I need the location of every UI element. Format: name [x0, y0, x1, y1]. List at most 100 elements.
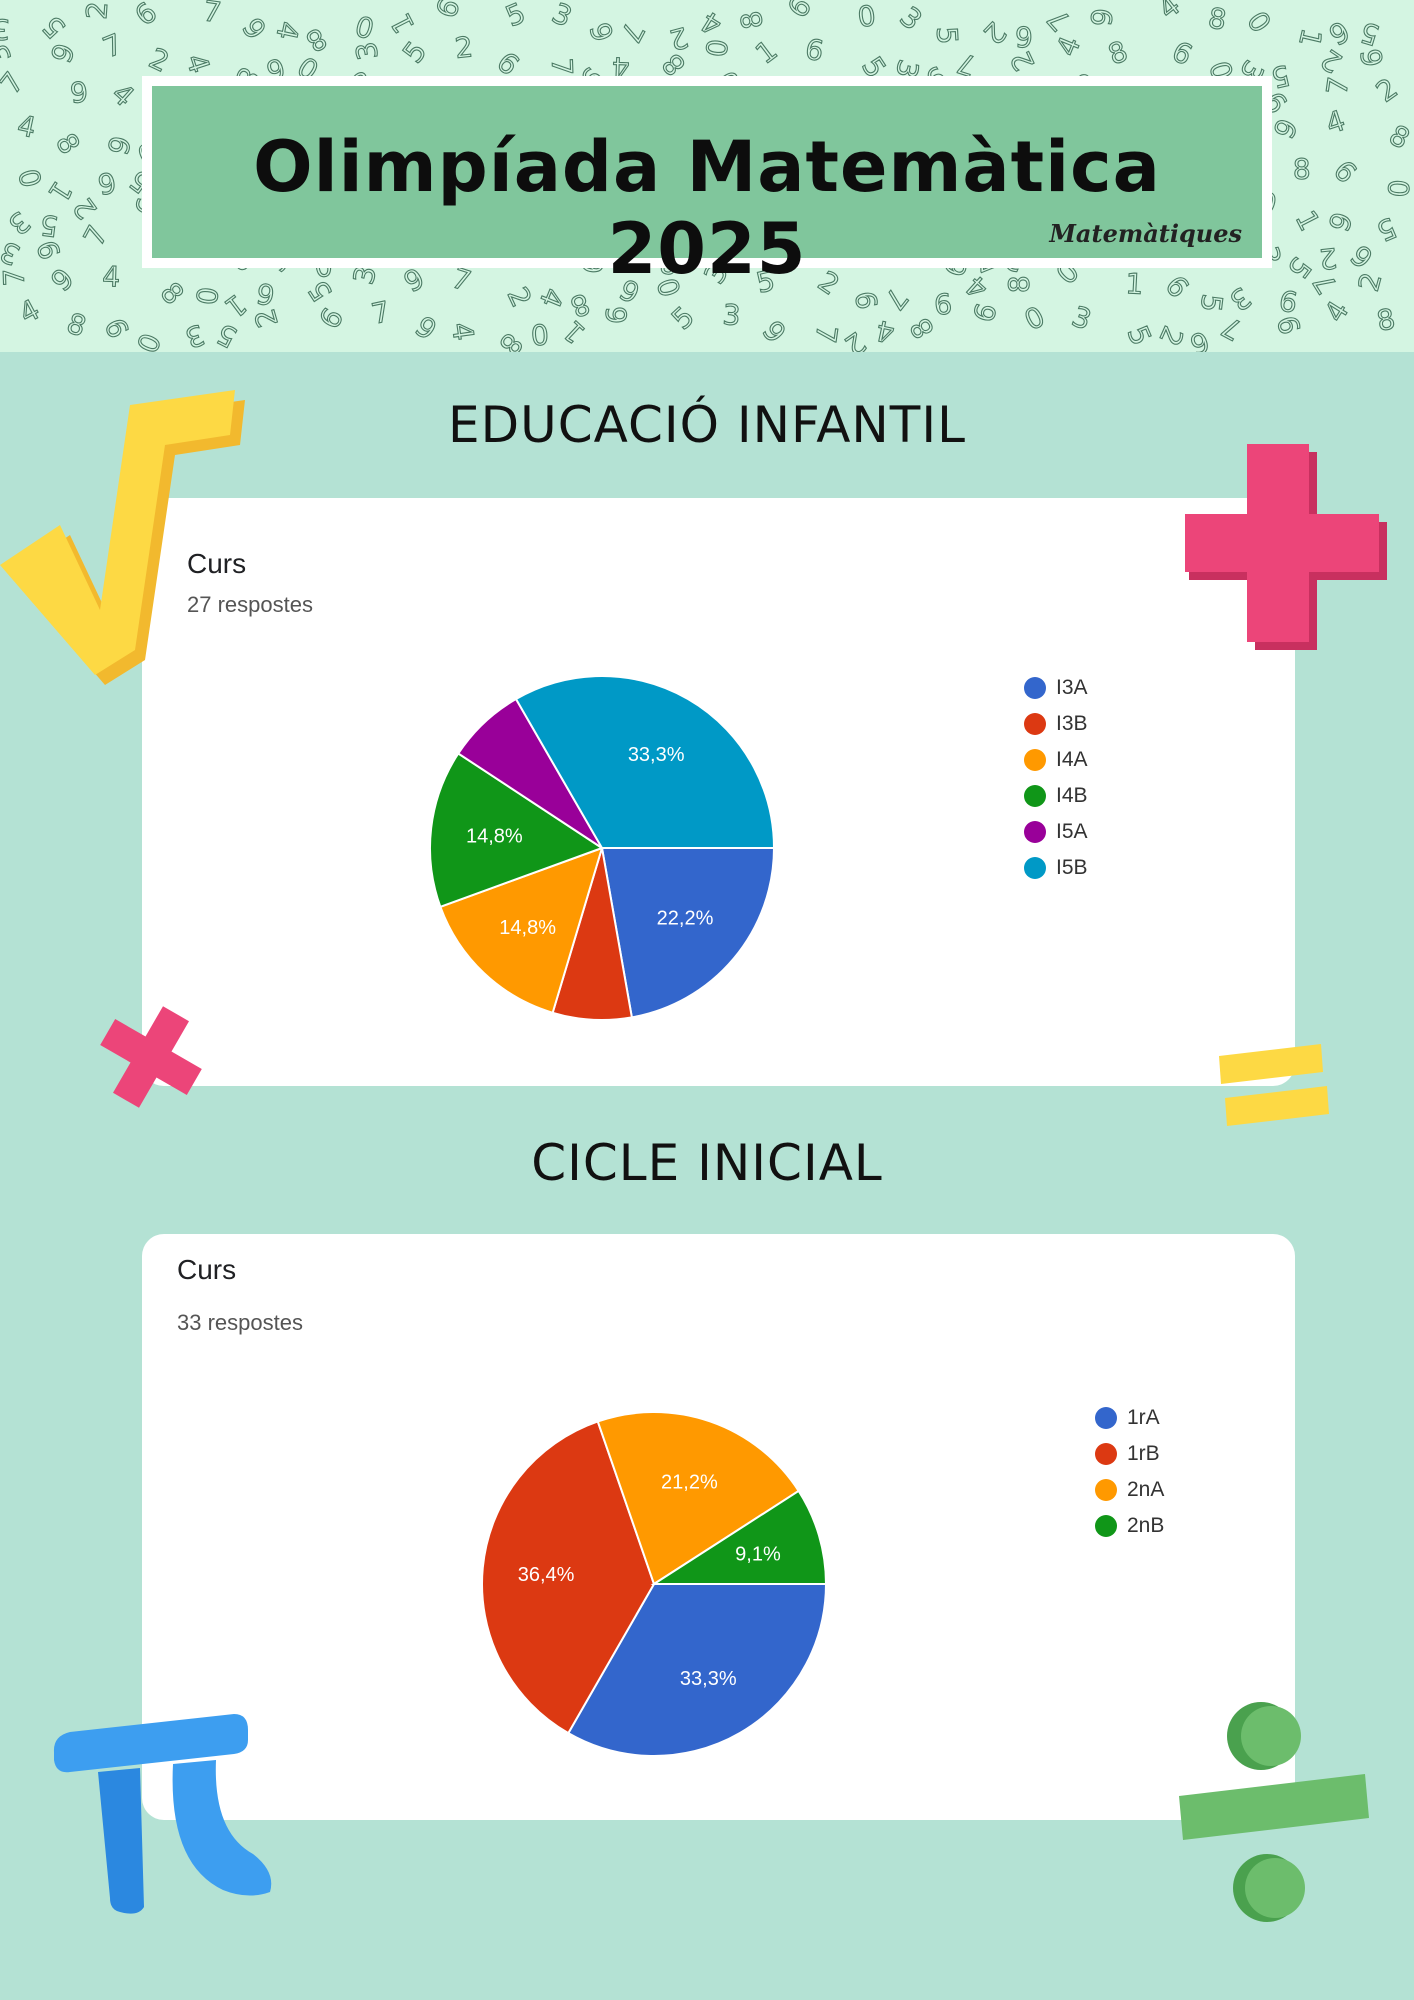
pattern-digit: 7: [98, 27, 127, 64]
pattern-digit: 9: [1267, 114, 1304, 144]
pattern-digit: 6: [430, 0, 467, 22]
legend-item: I5A: [1024, 814, 1088, 850]
pattern-digit: 4: [105, 77, 140, 113]
pattern-digit: 0: [189, 285, 224, 306]
pi-icon: [53, 1714, 272, 1914]
legend-swatch: [1095, 1443, 1117, 1465]
pattern-digit: 8: [1003, 275, 1036, 293]
pattern-digit: 9: [1085, 7, 1119, 28]
pattern-digit: 2: [1370, 71, 1404, 108]
pattern-digit: 2: [80, 0, 114, 20]
pattern-digit: 0: [856, 0, 878, 34]
legend-swatch: [1095, 1407, 1117, 1429]
page-title: Olimpíada Matemàtica 2025: [253, 126, 1161, 290]
pattern-digit: 8: [492, 327, 529, 352]
pattern-digit: 1: [1292, 25, 1328, 50]
pattern-digit: 6: [1321, 208, 1358, 236]
response-count: 33 respostes: [177, 1310, 303, 1335]
pattern-digit: 6: [1186, 324, 1214, 352]
pattern-digit: 6: [1015, 20, 1033, 53]
pattern-digit: 8: [49, 128, 86, 160]
pattern-digit: 8: [1104, 34, 1132, 71]
chart-legend-cicle-inicial: 1rA 1rB 2nA 2nB: [1095, 1400, 1164, 1544]
pattern-digit: 5: [1194, 292, 1229, 314]
pattern-digit: 8: [734, 8, 770, 32]
response-count: 27 respostes: [187, 592, 313, 617]
pattern-digit: 3: [722, 298, 742, 332]
legend-label: I5A: [1056, 820, 1088, 843]
title-banner: Olimpíada Matemàtica 2025 Matemàtiques: [152, 86, 1262, 290]
pattern-digit: 7: [613, 17, 651, 48]
legend-label: I3B: [1056, 712, 1088, 735]
pattern-digit: 4: [611, 50, 630, 84]
pattern-digit: 9: [756, 315, 793, 350]
pie-chart-infantil: 22,2% 14,8% 14,8% 33,3%: [429, 675, 776, 1021]
pattern-digit: 4: [179, 50, 216, 77]
pattern-digit: 6: [600, 306, 633, 324]
pattern-digit: 0: [1240, 5, 1277, 38]
pattern-digit: 7: [1320, 75, 1355, 97]
pie-slice-label: 36,4%: [518, 1564, 575, 1586]
legend-item: 1rA: [1095, 1400, 1164, 1436]
pattern-digit: 7: [1041, 2, 1077, 37]
pattern-digit: 2: [453, 30, 474, 65]
pattern-digit: 2: [1318, 241, 1339, 276]
pie-slice-I4A: [439, 846, 604, 1015]
pattern-digit: 4: [1322, 104, 1349, 141]
pie-slice-I4B: [429, 752, 605, 909]
legend-swatch: [1024, 857, 1046, 879]
chart-title: Curs: [177, 1254, 237, 1285]
pattern-digit: 1: [384, 8, 421, 39]
pattern-digit: 3: [181, 317, 209, 352]
pattern-digit: 6: [1327, 154, 1363, 190]
pattern-digit: 0: [130, 328, 167, 352]
pattern-digit: 3: [349, 39, 385, 62]
pattern-digit: 7: [369, 295, 393, 331]
chart-card-infantil: Curs 27 respostes 22,2% 14,8% 14,8% 33,3% I…: [142, 498, 1295, 1086]
pattern-digit: 4: [1152, 0, 1186, 26]
legend-label: I4B: [1056, 784, 1088, 807]
pattern-digit: 5: [665, 300, 701, 336]
pattern-digit: 3: [894, 0, 929, 37]
legend-item: 1rB: [1095, 1436, 1164, 1472]
pie-slice-2nB: [650, 1489, 828, 1585]
pattern-digit: 2: [1352, 269, 1388, 295]
pie-slice-label: 22,2%: [657, 908, 714, 930]
pattern-digit: 7: [545, 57, 579, 76]
legend-swatch: [1024, 749, 1046, 771]
pattern-digit: 1: [749, 34, 783, 71]
pattern-digit: 9: [933, 286, 954, 320]
legend-item: I3B: [1024, 706, 1088, 742]
pattern-digit: 8: [1206, 1, 1229, 36]
pattern-digit: 7: [0, 66, 30, 100]
pattern-digit: 9: [1277, 283, 1301, 319]
pattern-digit: 9: [235, 12, 272, 46]
pattern-digit: 4: [695, 5, 728, 42]
pattern-digit: 9: [409, 310, 443, 347]
legend-item: I5B: [1024, 850, 1088, 886]
legend-item: 2nB: [1095, 1508, 1164, 1544]
pattern-digit: 6: [1167, 35, 1197, 72]
pattern-digit: 5: [1356, 15, 1383, 52]
pattern-digit: 4: [1318, 295, 1355, 328]
pattern-digit: 8: [1293, 153, 1311, 186]
pie-slice-label: 9,1%: [735, 1543, 781, 1565]
equals-icon: [1219, 1044, 1329, 1126]
pattern-digit: 1: [1289, 205, 1326, 236]
pattern-digit: 6: [95, 165, 118, 201]
pattern-digit: 6: [803, 32, 826, 68]
pattern-digit: 4: [14, 293, 45, 331]
pattern-digit: 8: [63, 306, 91, 343]
pie-slice-label: 33,3%: [628, 744, 685, 766]
plus-icon: [1185, 444, 1387, 650]
pattern-digit: 0: [1019, 300, 1050, 337]
chart-card-cicle-inicial: Curs 33 respostes 33,3% 36,4% 21,2% 9,1% 1r…: [142, 1234, 1295, 1820]
pattern-digit: 5: [1121, 321, 1158, 350]
pattern-digit: 3: [0, 13, 10, 46]
pattern-digit: 4: [1050, 32, 1087, 61]
pattern-digit: 3: [0, 39, 18, 69]
pattern-digit: 4: [102, 260, 121, 294]
pattern-digit: 6: [98, 313, 135, 343]
legend-swatch: [1024, 713, 1046, 735]
pattern-digit: 2: [144, 41, 174, 78]
